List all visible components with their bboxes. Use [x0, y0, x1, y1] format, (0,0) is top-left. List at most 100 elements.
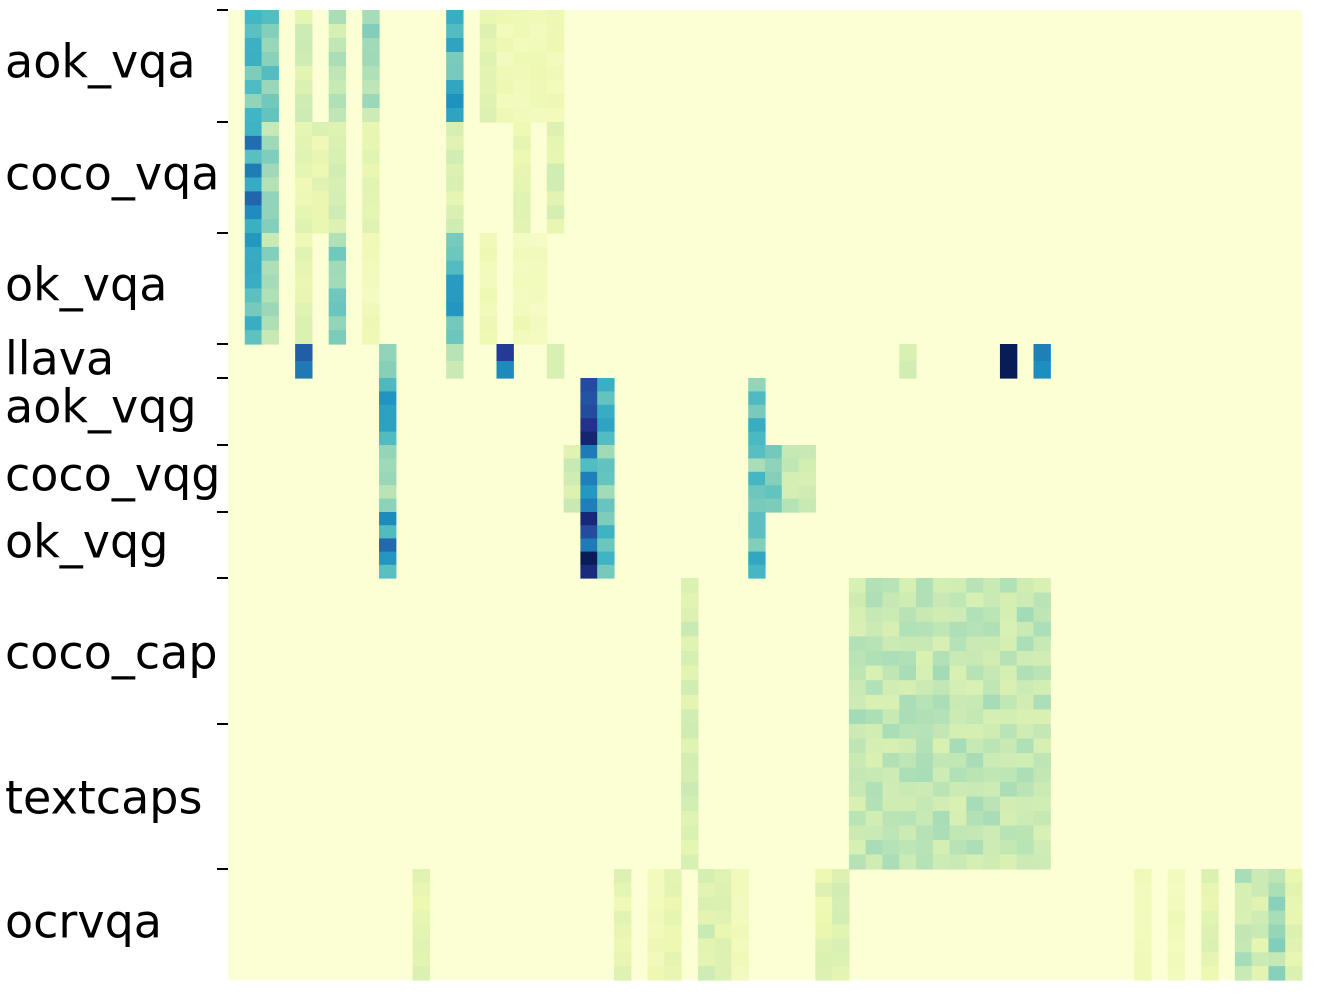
heatmap-cell-coco_vqa-2-2	[261, 149, 279, 165]
heatmap-cell-ok_vqa-4-2	[295, 260, 313, 276]
heatmap-cell-aok_vqa-18-4	[530, 66, 548, 81]
heatmap-cell-coco_vqg-9-2	[379, 471, 397, 486]
heatmap-cell-llava-9-1	[379, 361, 397, 379]
heatmap-cell-textcaps-44-0	[966, 724, 984, 740]
heatmap-cell-textcaps-46-1	[999, 738, 1018, 754]
heatmap-cell-ocrvqa-60-0	[1234, 869, 1253, 884]
heatmap-cell-textcaps-27-2	[681, 753, 699, 769]
heatmap-cell-ok_vqa-6-1	[328, 246, 347, 262]
heatmap-cell-aok_vqa-17-3	[513, 52, 531, 67]
heatmap-cell-textcaps-38-6	[865, 811, 884, 827]
heatmap-cell-coco_vqg-21-3	[580, 485, 598, 500]
heatmap-cell-ocrvqa-58-2	[1201, 896, 1219, 912]
heatmap-cell-coco_cap-44-7	[966, 680, 984, 696]
heatmap-cell-coco_vqa-5-3	[311, 163, 330, 179]
heatmap-cell-coco_vqa-5-1	[311, 135, 330, 151]
heatmap-cell-ok_vqa-2-0	[261, 233, 279, 248]
heatmap-cell-ok_vqa-18-5	[530, 302, 548, 317]
heatmap-cell-textcaps-38-7	[865, 825, 884, 841]
heatmap-cell-coco_vqa-4-6	[295, 205, 313, 220]
heatmap-cell-ocrvqa-58-1	[1201, 882, 1219, 898]
heatmap-cell-coco_vqa-8-2	[362, 149, 380, 165]
heatmap-cell-textcaps-39-3	[882, 767, 900, 783]
heatmap-cell-coco_vqa-13-5	[446, 191, 464, 206]
heatmap-cell-ok_vqa-1-6	[244, 316, 263, 331]
heatmap-cell-textcaps-47-3	[1016, 767, 1035, 783]
heatmap-cell-ok_vqa-8-0	[362, 233, 380, 248]
heatmap-cell-ocrvqa-25-6	[647, 952, 665, 967]
heatmap-cell-aok_vqa-18-1	[530, 24, 548, 39]
heatmap-cell-coco_vqa-19-1	[546, 135, 565, 151]
heatmap-cell-aok_vqa-8-6	[362, 94, 380, 109]
heatmap-cell-aok_vqa-1-3	[244, 52, 263, 67]
heatmap-cell-ok_vqa-2-2	[261, 260, 279, 276]
heatmap-cell-ocrvqa-61-6	[1251, 952, 1270, 967]
heatmap-cell-coco_cap-42-0	[932, 578, 951, 594]
heatmap-cell-coco_cap-43-1	[949, 592, 967, 608]
heatmap-cell-ok_vqg-22-0	[597, 512, 615, 526]
heatmap-cell-coco_vqa-6-5	[328, 191, 347, 206]
heatmap-cell-ocrvqa-11-2	[412, 896, 430, 912]
heatmap-cell-coco_vqg-33-4	[781, 498, 800, 513]
heatmap-cell-coco_cap-40-8	[899, 694, 917, 710]
heatmap-cell-ocrvqa-58-0	[1201, 869, 1219, 884]
heatmap-cell-coco_cap-45-7	[983, 680, 1001, 696]
heatmap-cell-coco_cap-38-5	[865, 651, 884, 667]
heatmap-cell-aok_vqg-22-4	[597, 431, 615, 446]
heatmap-cell-textcaps-46-4	[999, 782, 1018, 798]
heatmap-cell-ocrvqa-30-6	[731, 952, 749, 967]
heatmap-cell-coco_vqa-2-0	[261, 122, 279, 137]
heatmap-cell-textcaps-44-8	[966, 840, 984, 856]
heatmap-cell-textcaps-47-5	[1016, 796, 1035, 812]
heatmap-cell-ok_vqg-9-1	[379, 525, 397, 539]
heatmap-cell-textcaps-48-2	[1033, 753, 1051, 769]
heatmap-cell-ocrvqa-54-1	[1134, 882, 1152, 898]
heatmap-cell-ocrvqa-25-2	[647, 896, 665, 912]
heatmap-cell-llava-48-1	[1033, 361, 1051, 379]
heatmap-cell-coco_vqg-20-2	[563, 471, 582, 486]
heatmap-cell-ok_vqg-21-2	[580, 538, 598, 553]
heatmap-cell-aok_vqa-4-0	[295, 10, 313, 25]
heatmap-cell-ocrvqa-62-3	[1268, 910, 1286, 926]
heatmap-cell-coco_cap-45-1	[983, 592, 1001, 608]
heatmap-cell-coco_vqa-5-6	[311, 205, 330, 220]
heatmap-cell-textcaps-44-2	[966, 753, 984, 769]
heatmap-cell-textcaps-39-8	[882, 840, 900, 856]
heatmap-cell-textcaps-37-1	[848, 738, 867, 754]
heatmap-cell-aok_vqa-13-0	[446, 10, 464, 25]
heatmap-cell-ok_vqa-18-3	[530, 274, 548, 290]
heatmap-cell-textcaps-46-9	[999, 854, 1018, 870]
heatmap-cell-ocrvqa-25-4	[647, 924, 665, 939]
heatmap-cell-coco_cap-43-2	[949, 607, 967, 623]
heatmap-cell-ok_vqa-15-4	[479, 288, 498, 303]
heatmap-cell-llava-16-0	[496, 344, 514, 362]
heatmap-cell-coco_cap-41-3	[916, 621, 934, 637]
heatmap-cell-ocrvqa-54-4	[1134, 924, 1152, 939]
heatmap-cell-coco_cap-37-3	[848, 621, 867, 637]
heatmap-cell-ok_vqa-6-5	[328, 302, 347, 317]
heatmap-cell-coco_cap-38-4	[865, 636, 884, 652]
heatmap-cell-ok_vqa-13-5	[446, 302, 464, 317]
heatmap-cell-aok_vqg-31-1	[748, 391, 766, 406]
heatmap-cell-coco_cap-41-2	[916, 607, 934, 623]
heatmap-cell-llava-46-0	[999, 344, 1018, 362]
heatmap-cell-textcaps-46-7	[999, 825, 1018, 841]
heatmap-cell-ok_vqa-17-3	[513, 274, 531, 290]
heatmap-cell-coco_vqg-31-2	[748, 471, 766, 486]
heatmap-cell-textcaps-47-1	[1016, 738, 1035, 754]
heatmap-cell-textcaps-43-3	[949, 767, 967, 783]
heatmap-cell-coco_cap-43-9	[949, 709, 967, 725]
heatmap-cell-ocrvqa-56-1	[1167, 882, 1186, 898]
heatmap-cell-aok_vqa-17-6	[513, 94, 531, 109]
heatmap-cell-ocrvqa-36-2	[832, 896, 850, 912]
heatmap-cell-coco_cap-39-5	[882, 651, 900, 667]
heatmap-cell-aok_vqa-4-7	[295, 108, 313, 123]
heatmap-cell-coco_vqg-20-4	[563, 498, 582, 513]
heatmap-cell-coco_vqa-1-7	[244, 219, 263, 234]
heatmap-cell-ocrvqa-29-2	[714, 896, 733, 912]
heatmap-cell-coco_vqa-6-2	[328, 149, 347, 165]
heatmap-cell-textcaps-48-1	[1033, 738, 1051, 754]
heatmap-cell-textcaps-27-4	[681, 782, 699, 798]
heatmap-cell-textcaps-47-7	[1016, 825, 1035, 841]
